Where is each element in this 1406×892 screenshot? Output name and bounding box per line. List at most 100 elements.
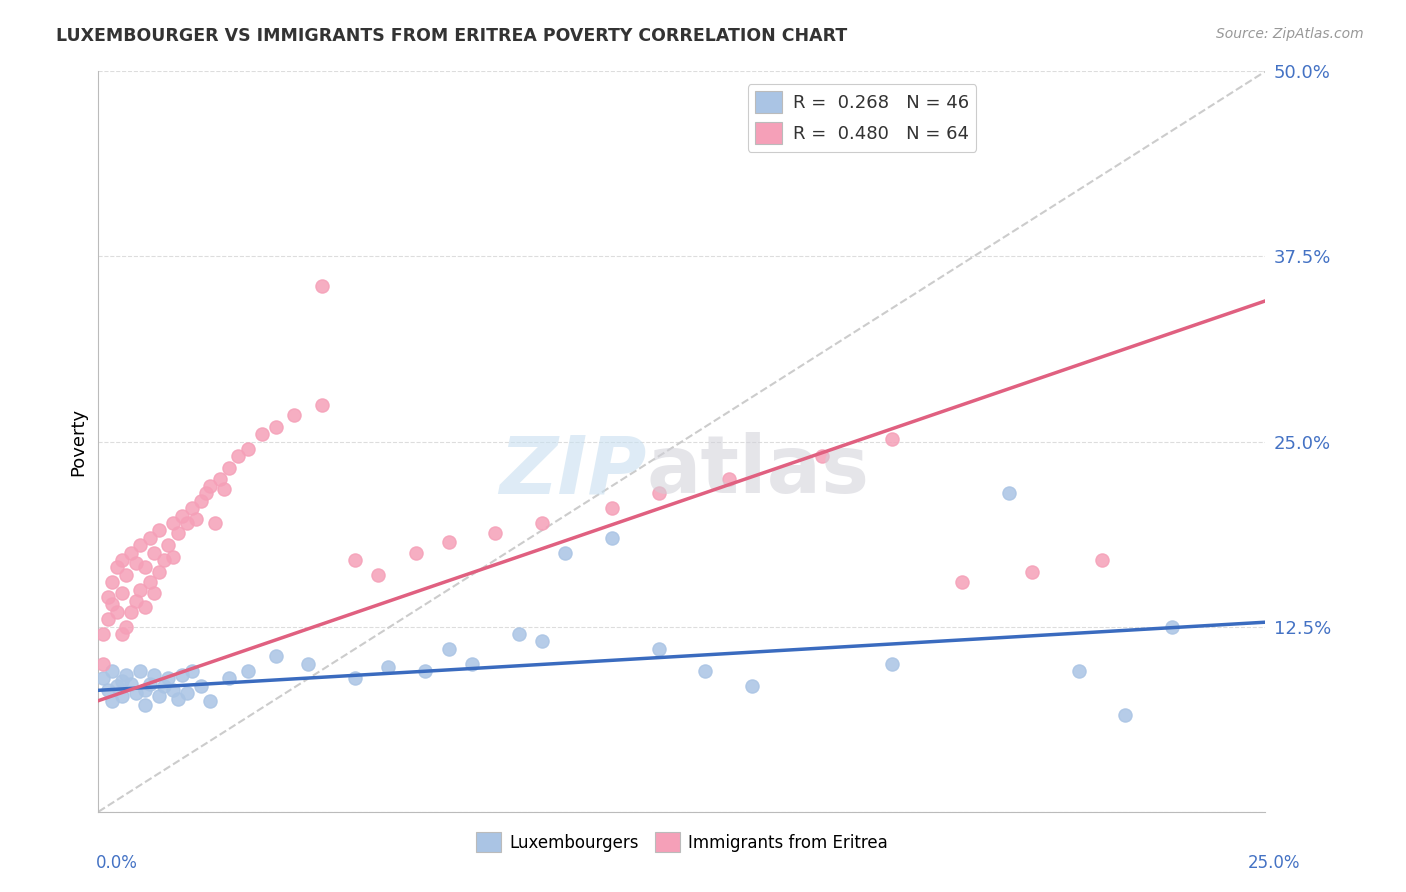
Point (264, 649, 287, 664)
Point (91, 672, 114, 686)
Point (139, 531, 162, 545)
Point (105, 560, 128, 574)
Point (111, 585, 134, 599)
Point (129, 664, 152, 678)
Point (172, 668, 194, 682)
Point (695, 664, 717, 678)
Point (97, 683, 120, 698)
Point (1067, 664, 1090, 678)
Point (166, 526, 188, 541)
Point (101, 575, 124, 590)
Point (204, 516, 226, 530)
Point (600, 531, 623, 545)
Point (405, 546, 427, 560)
Point (115, 668, 138, 682)
Point (111, 553, 134, 567)
Point (139, 575, 162, 590)
Point (162, 549, 184, 564)
Point (208, 471, 231, 485)
Point (111, 690, 134, 704)
Point (554, 546, 576, 560)
Point (101, 598, 124, 612)
Text: 25.0%: 25.0% (1249, 855, 1301, 872)
Point (152, 679, 174, 693)
Point (311, 279, 333, 293)
Point (157, 538, 180, 552)
Point (484, 526, 506, 541)
Point (162, 516, 184, 530)
Point (236, 442, 259, 456)
Point (413, 664, 436, 678)
Point (283, 408, 305, 422)
Point (530, 516, 553, 530)
Point (134, 600, 156, 615)
Point (190, 493, 212, 508)
Point (717, 471, 740, 485)
Point (152, 553, 174, 567)
Point (148, 690, 170, 704)
Point (148, 524, 170, 538)
Point (143, 668, 166, 682)
Point (950, 575, 973, 590)
Point (228, 450, 250, 464)
Point (125, 556, 148, 570)
Y-axis label: Poverty: Poverty (69, 408, 87, 475)
Legend: R =  0.268   N = 46, R =  0.480   N = 64: R = 0.268 N = 46, R = 0.480 N = 64 (748, 84, 976, 152)
Point (120, 677, 142, 691)
Point (180, 501, 202, 516)
Point (172, 508, 194, 523)
Point (194, 486, 217, 500)
Point (97, 590, 120, 604)
Point (437, 641, 460, 656)
Text: 0.0%: 0.0% (96, 855, 138, 872)
Point (997, 486, 1019, 500)
Text: Source: ZipAtlas.com: Source: ZipAtlas.com (1216, 27, 1364, 41)
Text: ZIP: ZIP (499, 432, 647, 510)
Point (461, 657, 484, 671)
Point (200, 694, 222, 708)
Point (105, 679, 128, 693)
Point (91, 627, 114, 641)
Point (143, 546, 166, 560)
Point (647, 641, 669, 656)
Point (1021, 565, 1043, 579)
Point (125, 594, 148, 608)
Point (115, 619, 138, 633)
Point (134, 698, 156, 712)
Point (437, 535, 460, 549)
Point (129, 538, 152, 552)
Point (139, 677, 162, 691)
Point (176, 516, 198, 530)
Point (157, 672, 180, 686)
Point (377, 659, 399, 673)
Point (186, 511, 208, 525)
Point (143, 585, 166, 599)
Point (120, 546, 142, 560)
Point (1161, 619, 1184, 633)
Point (741, 679, 763, 693)
Point (508, 627, 530, 641)
Point (880, 432, 903, 446)
Point (97, 612, 120, 626)
Point (176, 686, 198, 700)
Point (180, 664, 202, 678)
Point (91, 657, 114, 671)
Point (125, 686, 148, 700)
Text: atlas: atlas (647, 432, 870, 510)
Point (214, 482, 236, 496)
Point (297, 657, 319, 671)
Point (111, 674, 134, 689)
Point (218, 461, 240, 475)
Point (647, 486, 669, 500)
Point (166, 692, 188, 706)
Point (134, 683, 156, 698)
Point (105, 605, 128, 619)
Point (236, 664, 259, 678)
Point (162, 683, 184, 698)
Point (1114, 708, 1136, 723)
Point (264, 419, 287, 434)
Point (811, 450, 834, 464)
Point (250, 427, 273, 442)
Point (367, 567, 389, 582)
Point (200, 479, 222, 493)
